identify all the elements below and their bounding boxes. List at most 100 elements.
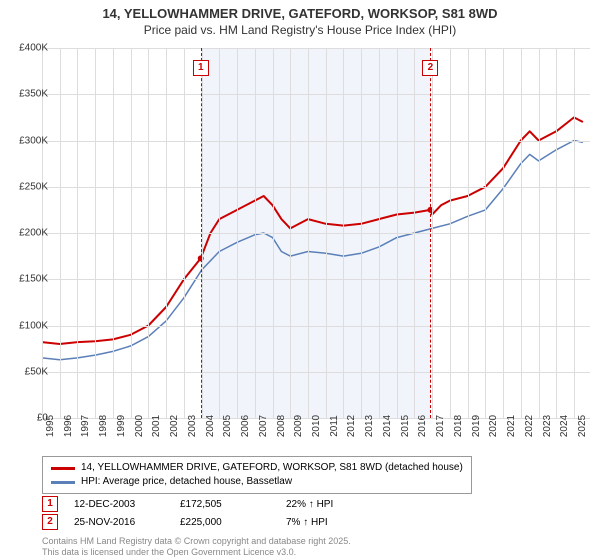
sale-marker-badge: 2: [422, 60, 438, 76]
x-axis-label: 1995: [45, 415, 56, 437]
x-axis-label: 2004: [205, 415, 216, 437]
gridline-vertical: [308, 48, 309, 418]
y-axis-label: £100K: [8, 320, 48, 331]
y-axis-label: £150K: [8, 274, 48, 285]
gridline-vertical: [556, 48, 557, 418]
x-axis-label: 2000: [134, 415, 145, 437]
gridline-vertical: [255, 48, 256, 418]
table-row: 2 25-NOV-2016 £225,000 7% ↑ HPI: [42, 514, 376, 530]
x-axis-label: 2005: [222, 415, 233, 437]
legend-swatch: [51, 481, 75, 484]
x-axis-label: 1997: [80, 415, 91, 437]
gridline-vertical: [539, 48, 540, 418]
row-price: £225,000: [180, 517, 270, 528]
x-axis-label: 2008: [276, 415, 287, 437]
footer-attribution: Contains HM Land Registry data © Crown c…: [42, 536, 351, 558]
row-date: 25-NOV-2016: [74, 517, 164, 528]
x-axis-label: 2001: [151, 415, 162, 437]
gridline-horizontal: [42, 94, 590, 95]
gridline-horizontal: [42, 141, 590, 142]
x-axis-label: 1998: [98, 415, 109, 437]
legend-label: HPI: Average price, detached house, Bass…: [81, 475, 292, 489]
gridline-vertical: [148, 48, 149, 418]
gridline-vertical: [95, 48, 96, 418]
gridline-vertical: [450, 48, 451, 418]
gridline-vertical: [326, 48, 327, 418]
chart-subtitle: Price paid vs. HM Land Registry's House …: [0, 23, 600, 37]
gridline-vertical: [237, 48, 238, 418]
gridline-vertical: [485, 48, 486, 418]
sale-marker-line: [430, 48, 431, 418]
sale-marker-badge: 1: [193, 60, 209, 76]
x-axis-label: 2020: [488, 415, 499, 437]
gridline-vertical: [77, 48, 78, 418]
gridline-vertical: [503, 48, 504, 418]
row-price: £172,505: [180, 499, 270, 510]
gridline-vertical: [290, 48, 291, 418]
x-axis-label: 2025: [577, 415, 588, 437]
footer-line: This data is licensed under the Open Gov…: [42, 547, 351, 558]
gridline-horizontal: [42, 279, 590, 280]
row-hpi-diff: 7% ↑ HPI: [286, 517, 376, 528]
x-axis-label: 2003: [187, 415, 198, 437]
row-marker-badge: 1: [42, 496, 58, 512]
x-axis-label: 2006: [240, 415, 251, 437]
gridline-horizontal: [42, 233, 590, 234]
gridline-vertical: [468, 48, 469, 418]
legend: 14, YELLOWHAMMER DRIVE, GATEFORD, WORKSO…: [42, 456, 472, 494]
y-axis-label: £200K: [8, 228, 48, 239]
y-axis-label: £250K: [8, 181, 48, 192]
x-axis-label: 1999: [116, 415, 127, 437]
gridline-vertical: [202, 48, 203, 418]
gridline-vertical: [379, 48, 380, 418]
x-axis-label: 2024: [559, 415, 570, 437]
y-axis-label: £350K: [8, 89, 48, 100]
gridline-vertical: [184, 48, 185, 418]
x-axis-label: 2022: [524, 415, 535, 437]
series-line: [42, 141, 583, 360]
series-line: [42, 117, 583, 344]
x-axis-label: 2015: [400, 415, 411, 437]
y-axis-label: £300K: [8, 135, 48, 146]
gridline-vertical: [397, 48, 398, 418]
table-row: 1 12-DEC-2003 £172,505 22% ↑ HPI: [42, 496, 376, 512]
x-axis-label: 2010: [311, 415, 322, 437]
gridline-horizontal: [42, 326, 590, 327]
plot-area: 12: [42, 48, 590, 418]
gridline-vertical: [432, 48, 433, 418]
x-axis-label: 2007: [258, 415, 269, 437]
x-axis-label: 2014: [382, 415, 393, 437]
sale-marker-line: [201, 48, 202, 418]
gridline-vertical: [343, 48, 344, 418]
legend-swatch: [51, 467, 75, 470]
gridline-vertical: [131, 48, 132, 418]
row-hpi-diff: 22% ↑ HPI: [286, 499, 376, 510]
gridline-horizontal: [42, 187, 590, 188]
chart-container: 14, YELLOWHAMMER DRIVE, GATEFORD, WORKSO…: [0, 0, 600, 560]
gridline-vertical: [574, 48, 575, 418]
row-marker-badge: 2: [42, 514, 58, 530]
y-axis-label: £400K: [8, 43, 48, 54]
legend-item: HPI: Average price, detached house, Bass…: [51, 475, 463, 489]
y-axis-label: £50K: [8, 366, 48, 377]
gridline-vertical: [273, 48, 274, 418]
gridline-horizontal: [42, 372, 590, 373]
x-axis-label: 2023: [542, 415, 553, 437]
x-axis-label: 2019: [471, 415, 482, 437]
gridline-vertical: [219, 48, 220, 418]
x-axis-label: 2016: [417, 415, 428, 437]
x-axis-label: 2012: [346, 415, 357, 437]
gridline-vertical: [166, 48, 167, 418]
gridline-vertical: [113, 48, 114, 418]
gridline-vertical: [361, 48, 362, 418]
x-axis-label: 2009: [293, 415, 304, 437]
x-axis-label: 2017: [435, 415, 446, 437]
x-axis-label: 2002: [169, 415, 180, 437]
x-axis-label: 1996: [63, 415, 74, 437]
legend-item: 14, YELLOWHAMMER DRIVE, GATEFORD, WORKSO…: [51, 461, 463, 475]
row-date: 12-DEC-2003: [74, 499, 164, 510]
gridline-horizontal: [42, 48, 590, 49]
gridline-vertical: [521, 48, 522, 418]
x-axis-label: 2013: [364, 415, 375, 437]
legend-label: 14, YELLOWHAMMER DRIVE, GATEFORD, WORKSO…: [81, 461, 463, 475]
